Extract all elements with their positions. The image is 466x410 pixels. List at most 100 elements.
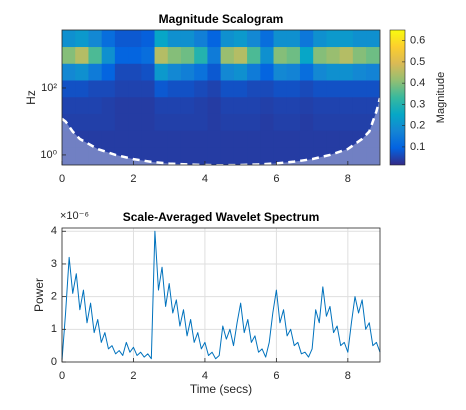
heatmap-cell (352, 113, 367, 131)
heatmap-cell (273, 63, 288, 81)
heatmap-cell (339, 130, 354, 148)
colorbar-tick-label: 0.5 (410, 56, 425, 68)
y-tick-label: 1 (51, 323, 57, 335)
heatmap-cell (233, 79, 248, 98)
y-tick-label: 3 (51, 258, 57, 270)
heatmap-cell (141, 79, 156, 98)
colorbar (389, 29, 406, 166)
axes-box (61, 29, 381, 166)
heatmap-cell (339, 30, 354, 48)
heatmap-cell (114, 30, 129, 48)
heatmap-cell (286, 63, 301, 81)
heatmap-cell (273, 146, 288, 165)
heatmap-cell (180, 146, 195, 165)
heatmap-cell (154, 63, 169, 81)
heatmap-cell (128, 63, 142, 81)
heatmap-cell (299, 46, 314, 64)
heatmap-cell (260, 96, 275, 114)
heatmap-cell (180, 30, 195, 48)
heatmap-cell (62, 96, 76, 114)
x-tick-label: 2 (130, 173, 136, 185)
heatmap-cell (299, 79, 314, 98)
heatmap-cell (247, 46, 261, 64)
heatmap-cell (260, 30, 275, 48)
heatmap-cell (128, 46, 142, 64)
heatmap-cell (299, 130, 314, 148)
heatmap-cell (233, 146, 248, 165)
y-tick-label: 10² (41, 82, 57, 94)
heatmap-cell (62, 113, 76, 131)
heatmap-cell (352, 30, 367, 48)
heatmap-cell (101, 146, 116, 165)
heatmap-cell (194, 46, 208, 64)
heatmap-cell (194, 79, 208, 98)
y-tick-label: 2 (51, 291, 57, 303)
heatmap-cell (194, 130, 208, 148)
heatmap-cell (233, 130, 248, 148)
heatmap-cell (154, 130, 169, 148)
heatmap-cell (233, 30, 248, 48)
heatmap-cell (180, 130, 195, 148)
heatmap-cell (88, 63, 103, 81)
colorbar-tick-label: 0.6 (410, 35, 425, 47)
colorbar-tick-label: 0.4 (410, 77, 425, 89)
heatmap-cell (62, 46, 76, 64)
heatmap-cell (273, 113, 288, 131)
heatmap-cell (207, 46, 222, 64)
subplot: 0.1 0.2 0.3 0.4 0.5 0.6 Magnitude 0 2 4 6 8 10⁰ 10² Ma… (24, 12, 447, 185)
heatmap-cell (180, 46, 195, 64)
heatmap-cell (141, 30, 156, 48)
heatmap-cell (366, 30, 380, 48)
heatmap-cell (326, 79, 341, 98)
heatmap-cell (339, 146, 354, 165)
colorbar-tick-label: 0.3 (410, 98, 425, 110)
heatmap-cell (286, 79, 301, 98)
heatmap-cell (339, 113, 354, 131)
y-tick-label: 0 (51, 356, 57, 368)
heatmap-cell (114, 79, 129, 98)
heatmap-cell (207, 96, 222, 114)
heatmap-cell (114, 63, 129, 81)
heatmap-cell (313, 130, 327, 148)
heatmap-cell (114, 96, 129, 114)
heatmap-cell (313, 113, 327, 131)
heatmap-cell (154, 79, 169, 98)
heatmap-cell (154, 30, 169, 48)
heatmap-cell (167, 130, 182, 148)
heatmap-cell (313, 146, 327, 165)
heatmap-cell (326, 30, 341, 48)
heatmap-cell (128, 79, 142, 98)
heatmap-cell (247, 113, 261, 131)
heatmap-cell (299, 30, 314, 48)
heatmap-cell (366, 79, 380, 98)
heatmap-cell (339, 63, 354, 81)
heatmap-cell (273, 30, 288, 48)
heatmap-cell (88, 30, 103, 48)
heatmap-cell (286, 146, 301, 165)
colorbar-tick-label: 0.2 (410, 120, 425, 132)
heatmap-cell (220, 30, 235, 48)
heatmap-cell (101, 96, 116, 114)
heatmap-cell (313, 96, 327, 114)
heatmap-cell (62, 130, 76, 148)
heatmap-cell (62, 63, 76, 81)
heatmap-cell (88, 46, 103, 64)
heatmap-cell (352, 130, 367, 148)
x-axis-label: Time (secs) (190, 382, 252, 396)
heatmap-cell (273, 79, 288, 98)
x-tick-label: 6 (273, 173, 279, 185)
y-axis-label: Power (32, 278, 46, 312)
heatmap-cell (247, 146, 261, 165)
heatmap-cell (154, 113, 169, 131)
axes-box (61, 227, 381, 363)
heatmap-cell (75, 63, 89, 81)
heatmap-cell (313, 30, 327, 48)
heatmap-cell (75, 113, 89, 131)
heatmap-cell (62, 79, 76, 98)
heatmap-cell (75, 46, 89, 64)
heatmap-cell (207, 130, 222, 148)
heatmap-cell (141, 96, 156, 114)
heatmap-cell (220, 63, 235, 81)
heatmap-cell (88, 130, 103, 148)
